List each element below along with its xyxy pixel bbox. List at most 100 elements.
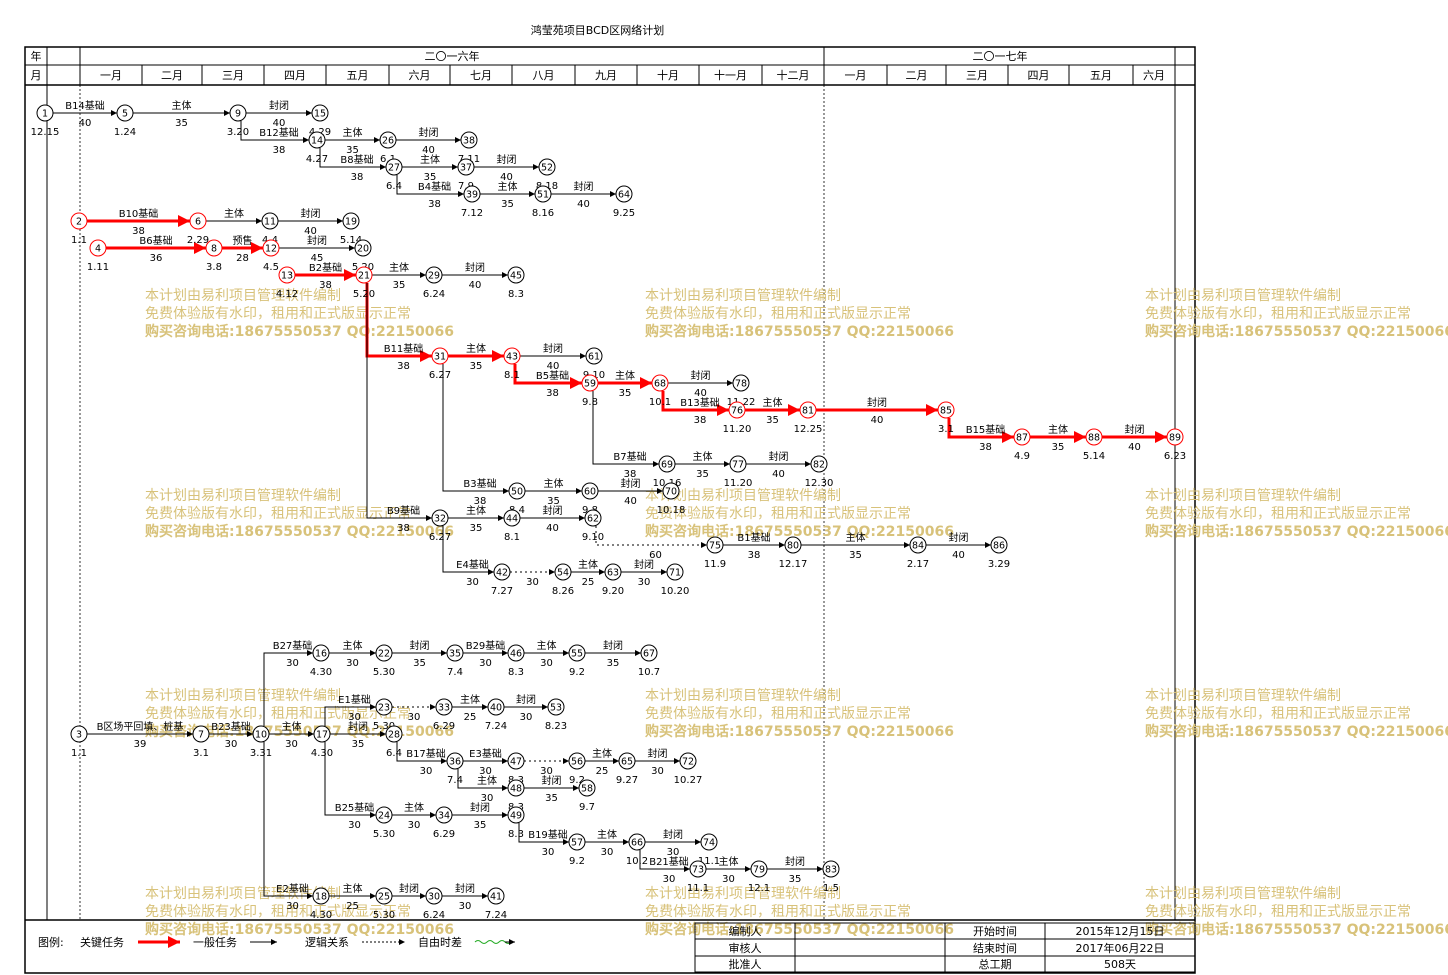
node-date: 5.14 — [1083, 451, 1105, 462]
event-node: 134.12 — [276, 266, 298, 300]
free-float-duration: 30 — [526, 577, 539, 588]
node-number: 11 — [264, 217, 276, 228]
node-number: 61 — [588, 352, 600, 363]
free-float-arrow: 30 — [392, 704, 436, 723]
end-time-label: 结束时间 — [973, 942, 1017, 955]
task-name: 封闭 — [691, 369, 711, 382]
node-date: 6.1 — [380, 154, 396, 165]
start-time-value: 2015年12月15日 — [1076, 924, 1165, 938]
event-node: 255.30 — [373, 887, 395, 921]
task-name: B27基础 — [273, 639, 313, 652]
task-duration: 30 — [542, 847, 555, 858]
node-date: 12.15 — [31, 127, 60, 138]
task-name: 封闭 — [949, 531, 969, 544]
node-number: 74 — [703, 838, 715, 849]
node-circle — [547, 698, 565, 716]
month-header-cell: 十一月 — [714, 68, 747, 82]
node-circle — [810, 455, 828, 473]
node-circle — [618, 752, 636, 770]
event-node: 73 11.1 — [687, 860, 709, 894]
total-duration-label: 总工期 — [979, 957, 1012, 971]
node-circle — [308, 131, 326, 149]
node-number: 9 — [235, 109, 241, 120]
node-circle — [585, 347, 603, 365]
node-number: 16 — [315, 649, 327, 660]
node-circle — [507, 779, 525, 797]
task-duration: 40 — [577, 199, 590, 210]
task-duration: 35 — [696, 469, 709, 480]
task-arrow: 封闭 40 — [746, 450, 811, 480]
month-header-cell: 四月 — [284, 69, 306, 82]
event-node: 21.1 — [70, 212, 88, 246]
event-node: 71 10.20 — [661, 563, 689, 597]
task-arrow: 封闭 35 — [585, 639, 641, 669]
task-duration: 38 — [273, 145, 286, 156]
node-number: 87 — [1016, 433, 1028, 444]
task-arrow: 封闭 40 — [668, 369, 733, 399]
node-circle — [679, 752, 697, 770]
task-arrow: 封闭 40 — [598, 477, 663, 507]
node-number: 33 — [438, 703, 450, 714]
legend: 图例: 关键任务 一般任务 逻辑关系 自由时差 — [38, 935, 515, 949]
event-node: 589.7 — [578, 779, 596, 813]
event-node: 336.29 — [433, 698, 455, 732]
task-arrow: 主体 35 — [480, 181, 535, 210]
node-circle — [909, 536, 927, 554]
task-duration: 30 — [651, 766, 664, 777]
node-date: 1.1 — [71, 235, 87, 246]
critical-task-arrow: B5基础 38 — [513, 364, 582, 399]
task-name: B区场平回填、桩基 — [97, 720, 184, 733]
task-duration: 40 — [79, 118, 92, 129]
node-date: 4.30 — [310, 667, 332, 678]
event-node: 82 12.30 — [805, 455, 833, 489]
month-label: 月 — [31, 69, 42, 82]
watermark-text: 购买咨询电话:18675550537 QQ:22150066 — [145, 523, 454, 540]
node-date: 9.2 — [569, 856, 585, 867]
node-number: 39 — [466, 190, 478, 201]
node-circle — [229, 104, 247, 122]
node-date: 9.20 — [602, 586, 624, 597]
task-name: 主体 — [224, 208, 244, 220]
node-number: 75 — [709, 541, 721, 552]
node-number: 51 — [537, 190, 549, 201]
critical-task-arrow: 主体 35 — [1030, 424, 1086, 453]
node-circle — [313, 725, 331, 743]
watermark-text: 购买咨询电话:18675550537 QQ:22150066 — [645, 523, 954, 540]
watermark-text: 免费体验版有水印，租用和正式版显示正常 — [1145, 706, 1411, 722]
task-name: 主体 — [389, 262, 409, 274]
total-duration-value: 508天 — [1104, 958, 1136, 971]
node-number: 28 — [388, 730, 400, 741]
task-duration: 35 — [607, 658, 620, 669]
task-name: B29基础 — [466, 639, 506, 652]
watermark-text: 免费体验版有水印，租用和正式版显示正常 — [145, 706, 411, 722]
task-arrow: B17基础 30 — [396, 742, 447, 777]
node-date: 8.3 — [508, 289, 524, 300]
watermark-text: 免费体验版有水印，租用和正式版显示正常 — [645, 306, 911, 322]
node-date: 8.3 — [508, 667, 524, 678]
task-duration: 38 — [319, 280, 332, 291]
watermark-text: 本计划由易利项目管理软件编制 — [1145, 488, 1341, 504]
task-name: B14基础 — [65, 99, 105, 112]
task-duration: 40 — [952, 550, 965, 561]
task-arrow: 封闭 30 — [504, 693, 548, 723]
task-name: 封闭 — [574, 180, 594, 193]
event-node: 276.4 — [385, 158, 403, 192]
task-name: E3基础 — [469, 747, 502, 760]
watermark-text: 购买咨询电话:18675550537 QQ:22150066 — [1145, 323, 1448, 340]
task-arrow: 封闭 30 — [645, 828, 701, 858]
node-date: 12.25 — [794, 424, 823, 435]
node-date: 4.27 — [306, 154, 328, 165]
node-number: 40 — [490, 703, 502, 714]
task-duration: 38 — [132, 226, 145, 237]
task-name: B8基础 — [340, 153, 373, 166]
watermark-text: 免费体验版有水印，租用和正式版显示正常 — [645, 506, 911, 522]
task-duration: 40 — [273, 118, 286, 129]
node-number: 43 — [506, 352, 518, 363]
node-date: 6.29 — [433, 829, 455, 840]
task-name: 封闭 — [867, 396, 887, 409]
node-date: 11.20 — [723, 424, 752, 435]
node-circle — [584, 509, 602, 527]
critical-task-arrow: B13基础 38 — [661, 391, 729, 426]
node-circle — [508, 482, 526, 500]
start-time-label: 开始时间 — [973, 924, 1017, 938]
